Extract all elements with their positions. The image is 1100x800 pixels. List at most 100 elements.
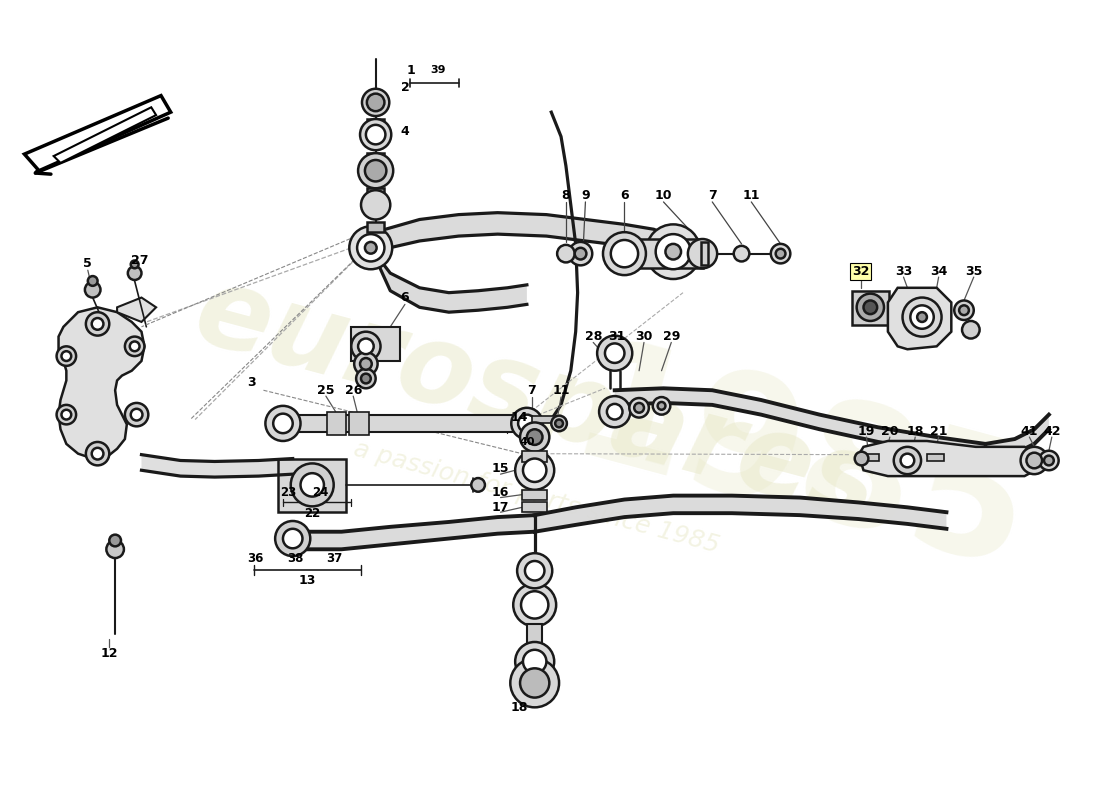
Text: 23: 23 bbox=[279, 486, 296, 499]
Text: 5: 5 bbox=[84, 257, 92, 270]
Text: 30: 30 bbox=[636, 330, 652, 343]
Text: 40: 40 bbox=[519, 437, 535, 447]
Circle shape bbox=[356, 369, 375, 388]
Circle shape bbox=[86, 312, 109, 336]
Text: eurospares: eurospares bbox=[184, 258, 890, 542]
Text: 6: 6 bbox=[400, 291, 409, 304]
Polygon shape bbox=[888, 288, 952, 350]
Text: a passion for parts since 1985: a passion for parts since 1985 bbox=[351, 437, 723, 558]
Text: 15: 15 bbox=[492, 462, 509, 474]
Bar bbox=[278, 458, 346, 512]
Text: 16: 16 bbox=[492, 486, 509, 499]
Circle shape bbox=[518, 414, 536, 432]
Circle shape bbox=[273, 414, 293, 433]
Circle shape bbox=[954, 301, 974, 320]
Text: 32: 32 bbox=[851, 265, 869, 278]
Circle shape bbox=[365, 160, 386, 182]
Bar bbox=[283, 414, 522, 432]
Circle shape bbox=[62, 410, 72, 419]
Circle shape bbox=[776, 249, 785, 258]
Circle shape bbox=[607, 404, 623, 419]
Text: 39: 39 bbox=[430, 66, 446, 75]
Polygon shape bbox=[24, 95, 170, 170]
Circle shape bbox=[603, 232, 646, 275]
Circle shape bbox=[629, 398, 649, 418]
Circle shape bbox=[471, 478, 485, 492]
Circle shape bbox=[131, 261, 139, 268]
Circle shape bbox=[902, 298, 942, 337]
Text: 26: 26 bbox=[344, 384, 362, 397]
Circle shape bbox=[56, 346, 76, 366]
Text: 6: 6 bbox=[620, 189, 629, 202]
Text: 10: 10 bbox=[654, 189, 672, 202]
Text: 35: 35 bbox=[965, 265, 982, 278]
Bar bbox=[927, 454, 945, 462]
Circle shape bbox=[85, 282, 100, 298]
Circle shape bbox=[857, 294, 884, 321]
Polygon shape bbox=[58, 307, 144, 458]
Circle shape bbox=[556, 419, 563, 427]
Bar bbox=[367, 153, 384, 161]
Circle shape bbox=[354, 352, 377, 376]
Bar bbox=[367, 222, 384, 232]
Circle shape bbox=[522, 650, 547, 673]
Polygon shape bbox=[371, 213, 678, 263]
Circle shape bbox=[658, 402, 666, 410]
Bar bbox=[327, 412, 346, 435]
Text: 25: 25 bbox=[317, 384, 334, 397]
Text: 37: 37 bbox=[327, 551, 343, 565]
Circle shape bbox=[688, 239, 717, 268]
Circle shape bbox=[527, 430, 542, 445]
Circle shape bbox=[365, 242, 376, 254]
Circle shape bbox=[517, 553, 552, 588]
Bar bbox=[351, 327, 400, 361]
Text: 20: 20 bbox=[881, 425, 899, 438]
Circle shape bbox=[610, 240, 638, 267]
Circle shape bbox=[569, 242, 592, 266]
Text: 31: 31 bbox=[608, 330, 625, 343]
Polygon shape bbox=[615, 388, 986, 458]
Circle shape bbox=[360, 119, 392, 150]
Circle shape bbox=[361, 190, 390, 219]
Circle shape bbox=[601, 398, 628, 426]
Text: 8: 8 bbox=[562, 189, 570, 202]
Text: 3: 3 bbox=[248, 376, 256, 389]
Text: 2: 2 bbox=[400, 82, 409, 94]
Bar bbox=[367, 119, 384, 127]
Circle shape bbox=[652, 397, 670, 414]
Circle shape bbox=[515, 642, 554, 681]
Circle shape bbox=[771, 244, 790, 263]
Text: 29: 29 bbox=[662, 330, 680, 343]
Polygon shape bbox=[535, 496, 946, 532]
Circle shape bbox=[366, 125, 385, 144]
Circle shape bbox=[962, 321, 980, 338]
Circle shape bbox=[600, 396, 630, 427]
Circle shape bbox=[855, 452, 868, 466]
Circle shape bbox=[1021, 447, 1048, 474]
Circle shape bbox=[646, 224, 701, 279]
Text: 11: 11 bbox=[742, 189, 760, 202]
Text: 11: 11 bbox=[552, 384, 570, 397]
Circle shape bbox=[1026, 453, 1042, 468]
Circle shape bbox=[128, 266, 142, 280]
Circle shape bbox=[361, 374, 371, 383]
Bar bbox=[522, 490, 548, 499]
Text: 22: 22 bbox=[304, 506, 320, 520]
Circle shape bbox=[734, 246, 749, 262]
Text: 18: 18 bbox=[510, 701, 528, 714]
Circle shape bbox=[959, 306, 969, 315]
Text: 38: 38 bbox=[287, 551, 304, 565]
Text: 7: 7 bbox=[708, 189, 716, 202]
Circle shape bbox=[635, 403, 643, 413]
Bar bbox=[367, 188, 384, 196]
Circle shape bbox=[125, 403, 148, 426]
Text: 42: 42 bbox=[1043, 425, 1060, 438]
Polygon shape bbox=[142, 454, 293, 477]
Circle shape bbox=[574, 248, 586, 259]
Text: 1985: 1985 bbox=[556, 330, 1045, 607]
Text: 36: 36 bbox=[248, 551, 264, 565]
Bar bbox=[851, 290, 889, 325]
Text: 27: 27 bbox=[131, 254, 149, 267]
Polygon shape bbox=[859, 441, 1040, 476]
Bar bbox=[531, 416, 557, 423]
